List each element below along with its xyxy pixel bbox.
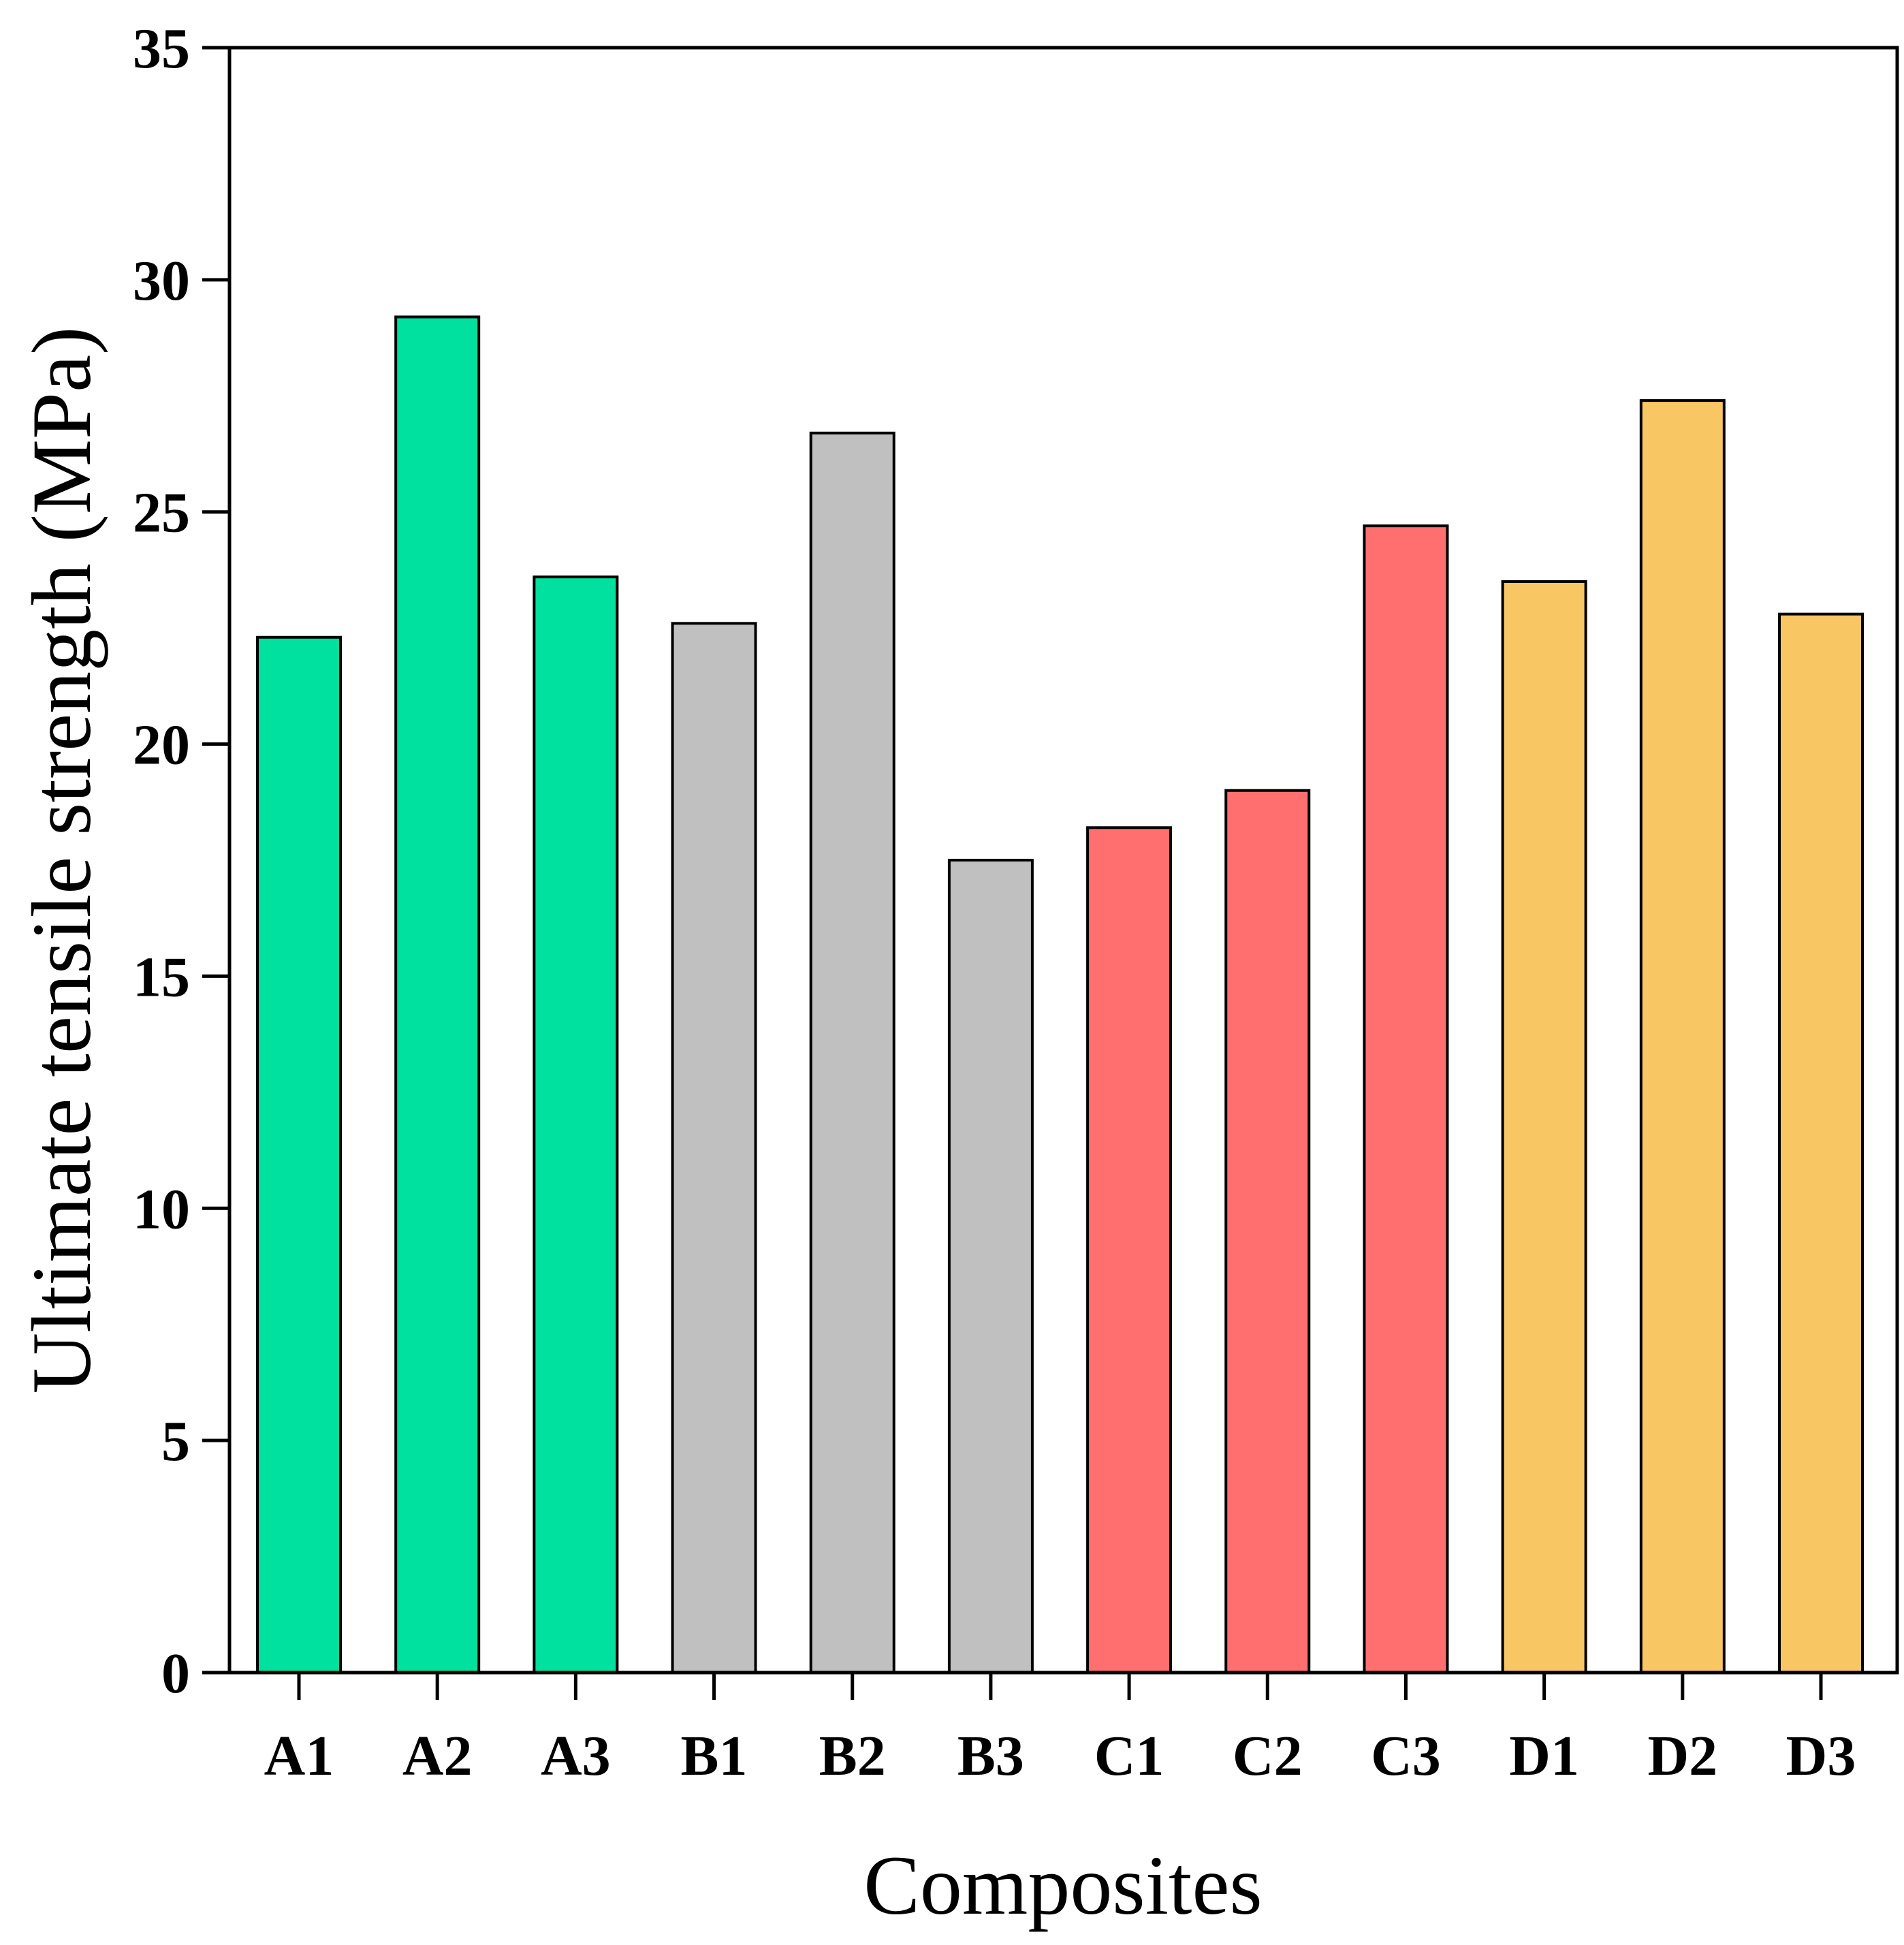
- x-tick-label-b1: B1: [681, 1724, 748, 1788]
- y-tick-label-20: 20: [133, 714, 190, 777]
- x-tick-label-b2: B2: [819, 1724, 886, 1788]
- y-axis-title: Ultimate tensile strength (MPa): [15, 327, 108, 1394]
- y-tick-label-35: 35: [133, 17, 190, 80]
- x-axis-tick-labels: A1 A2 A3 B1 B2 B3 C1 C2 C3 D1 D2 D3: [264, 1724, 1856, 1788]
- bar-c2: [1224, 789, 1311, 1674]
- x-tick-label-d2: D2: [1647, 1724, 1717, 1788]
- x-tick-label-c1: C1: [1094, 1724, 1164, 1788]
- x-tick-label-d1: D1: [1509, 1724, 1579, 1788]
- bar-c3: [1363, 524, 1449, 1674]
- bar-b3: [947, 859, 1034, 1674]
- bar-a3: [533, 575, 619, 1674]
- x-axis-ticks: [297, 1673, 1823, 1700]
- bar-a2: [394, 315, 481, 1674]
- x-axis-title: Composites: [863, 1839, 1263, 1932]
- y-tick-label-25: 25: [133, 481, 190, 545]
- bars: [256, 315, 1864, 1675]
- bar-b1: [671, 622, 757, 1675]
- x-tick-label-a2: A2: [402, 1724, 473, 1788]
- x-tick-label-b3: B3: [957, 1724, 1024, 1788]
- bar-a1: [256, 635, 342, 1675]
- bar-d2: [1639, 399, 1726, 1674]
- y-tick-label-10: 10: [133, 1177, 190, 1241]
- y-tick-label-5: 5: [161, 1410, 190, 1473]
- y-tick-label-15: 15: [133, 945, 190, 1009]
- plot-frame: [227, 46, 1899, 1675]
- y-tick-label-30: 30: [133, 249, 190, 313]
- x-tick-label-c3: C3: [1371, 1724, 1441, 1788]
- bar-d3: [1778, 612, 1864, 1674]
- x-tick-label-d3: D3: [1786, 1724, 1856, 1788]
- bar-c1: [1086, 826, 1173, 1674]
- x-tick-label-a1: A1: [264, 1724, 334, 1788]
- bar-b2: [809, 431, 895, 1674]
- x-tick-label-c2: C2: [1233, 1724, 1303, 1788]
- y-axis-tick-labels: 0 5 10 15 20 25 30 35: [133, 17, 190, 1705]
- y-tick-label-0: 0: [161, 1642, 190, 1705]
- x-tick-label-a3: A3: [541, 1724, 611, 1788]
- bar-d1: [1501, 580, 1587, 1674]
- y-axis-ticks: [202, 46, 229, 1675]
